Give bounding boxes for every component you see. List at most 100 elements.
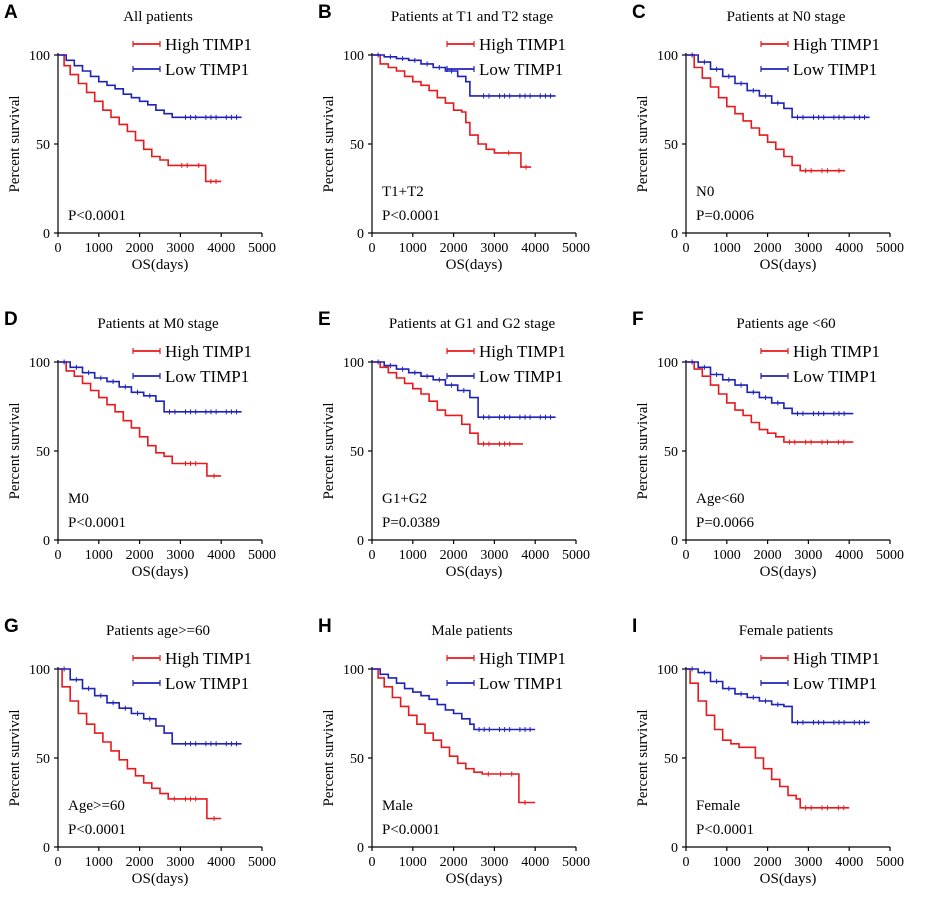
- group-annotation: Age>=60: [68, 798, 125, 814]
- high-timp1-curve: [58, 361, 222, 477]
- low-timp1-curve: [58, 54, 242, 119]
- x-tick-label: 0: [55, 548, 62, 563]
- chart-title: Patients at N0 stage: [727, 9, 846, 25]
- censor-marks: [805, 168, 840, 174]
- p-value: P<0.0001: [382, 208, 440, 224]
- y-tick-label: 0: [357, 534, 364, 549]
- p-value: P<0.0001: [382, 822, 440, 838]
- censor-marks: [377, 359, 551, 420]
- y-tick-label: 0: [43, 841, 50, 856]
- p-value: P<0.0001: [68, 208, 126, 224]
- x-axis-label: OS(days): [760, 871, 817, 887]
- group-annotation: Age<60: [696, 491, 744, 507]
- legend-low-label: Low TIMP1: [165, 674, 249, 693]
- legend-high-label: High TIMP1: [165, 649, 252, 668]
- legend-low-label: Low TIMP1: [793, 60, 877, 79]
- censor-marks: [691, 666, 865, 725]
- panel-f: F Patients age <60 0 50 100 0 1000 2000 3000 4000…: [628, 307, 941, 614]
- x-tick-label: 2000: [440, 855, 468, 870]
- legend-low-label: Low TIMP1: [165, 367, 249, 386]
- legend-low-label: Low TIMP1: [793, 367, 877, 386]
- y-tick-label: 50: [664, 752, 678, 767]
- x-tick-label: 3000: [794, 548, 822, 563]
- panel-e: E Patients at G1 and G2 stage 0 50 100 0 1000 2…: [314, 307, 628, 614]
- y-axis-label: Percent survival: [7, 709, 23, 806]
- x-tick-label: 3000: [794, 241, 822, 256]
- x-tick-label: 5000: [876, 855, 904, 870]
- x-tick-label: 2000: [126, 548, 154, 563]
- panel-letter: F: [632, 309, 644, 330]
- y-tick-label: 100: [29, 356, 50, 371]
- p-value: P<0.0001: [696, 822, 754, 838]
- x-tick-label: 1000: [85, 241, 113, 256]
- x-tick-label: 5000: [876, 548, 904, 563]
- y-tick-label: 0: [671, 841, 678, 856]
- panel-letter: G: [4, 616, 19, 637]
- censor-marks: [181, 162, 217, 184]
- p-value: P=0.0066: [696, 515, 755, 531]
- x-tick-label: 4000: [835, 855, 863, 870]
- panel-letter: I: [632, 616, 638, 637]
- x-tick-label: 1000: [399, 241, 427, 256]
- y-tick-label: 100: [29, 49, 50, 64]
- censor-marks: [483, 441, 511, 447]
- chart-title: Patients at M0 stage: [97, 316, 219, 332]
- x-tick-label: 5000: [248, 855, 276, 870]
- legend-high-label: High TIMP1: [793, 342, 880, 361]
- x-tick-label: 4000: [521, 241, 549, 256]
- legend-high-label: High TIMP1: [479, 342, 566, 361]
- group-annotation: Male: [382, 798, 413, 814]
- y-tick-label: 100: [657, 663, 678, 678]
- y-tick-label: 0: [43, 227, 50, 242]
- group-annotation: T1+T2: [382, 184, 424, 200]
- x-axis-label: OS(days): [132, 871, 189, 887]
- x-tick-label: 2000: [126, 855, 154, 870]
- panel-letter: E: [318, 309, 331, 330]
- x-tick-label: 4000: [207, 855, 235, 870]
- chart-title: Male patients: [431, 623, 512, 639]
- censor-marks: [487, 771, 526, 805]
- panel-b: B Patients at T1 and T2 stage 0 50 100 0 1000 2…: [314, 0, 628, 307]
- x-tick-label: 0: [55, 855, 62, 870]
- y-tick-label: 0: [671, 227, 678, 242]
- y-tick-label: 50: [350, 445, 364, 460]
- censor-marks: [185, 460, 215, 479]
- x-tick-label: 5000: [562, 241, 590, 256]
- chart-title: Patients age>=60: [106, 623, 210, 639]
- panel-h: H Male patients 0 50 100 0 1000 2000 3000 4000 500…: [314, 614, 628, 921]
- x-tick-label: 5000: [876, 241, 904, 256]
- legend-high-label: High TIMP1: [165, 35, 252, 54]
- y-tick-label: 0: [43, 534, 50, 549]
- panel-letter: D: [4, 309, 18, 330]
- p-value: P=0.0389: [382, 515, 440, 531]
- x-tick-label: 0: [369, 241, 376, 256]
- x-tick-label: 0: [369, 548, 376, 563]
- x-tick-label: 3000: [166, 855, 194, 870]
- x-tick-label: 5000: [562, 548, 590, 563]
- censor-marks: [508, 150, 527, 170]
- x-tick-label: 4000: [207, 241, 235, 256]
- legend-low-label: Low TIMP1: [479, 674, 563, 693]
- x-tick-label: 1000: [399, 855, 427, 870]
- group-annotation: G1+G2: [382, 491, 427, 507]
- x-tick-label: 2000: [126, 241, 154, 256]
- y-axis-label: Percent survival: [635, 402, 651, 499]
- x-tick-label: 0: [683, 548, 690, 563]
- panel-letter: B: [318, 2, 332, 23]
- x-axis-label: OS(days): [760, 564, 817, 580]
- censor-marks: [377, 52, 551, 99]
- y-tick-label: 50: [664, 445, 678, 460]
- x-tick-label: 3000: [480, 241, 508, 256]
- x-tick-label: 0: [369, 855, 376, 870]
- censor-marks: [63, 666, 237, 747]
- legend-high-label: High TIMP1: [479, 649, 566, 668]
- panel-c: C Patients at N0 stage 0 50 100 0 1000 2000 3000…: [628, 0, 941, 307]
